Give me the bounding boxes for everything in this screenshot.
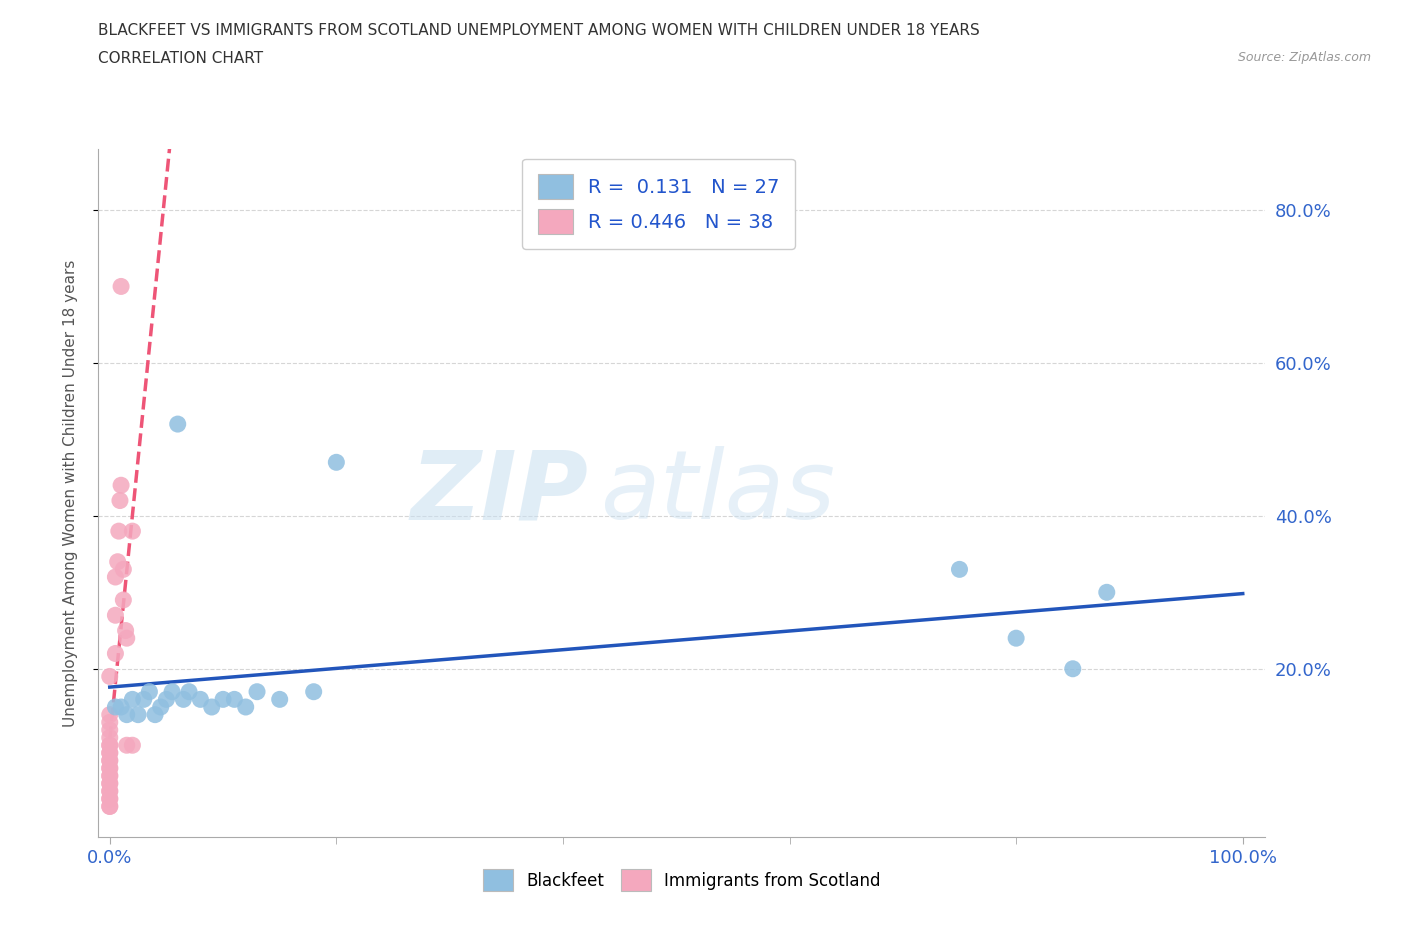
Point — [98, 799, 121, 814]
Point — [108, 524, 131, 538]
Point — [112, 592, 135, 607]
Point — [127, 707, 149, 722]
Point — [98, 768, 121, 783]
Text: BLACKFEET VS IMMIGRANTS FROM SCOTLAND UNEMPLOYMENT AMONG WOMEN WITH CHILDREN UND: BLACKFEET VS IMMIGRANTS FROM SCOTLAND UN… — [98, 23, 980, 38]
Point — [98, 753, 121, 768]
Point — [110, 699, 132, 714]
Text: atlas: atlas — [600, 446, 835, 539]
Point — [98, 753, 121, 768]
Point — [160, 684, 183, 699]
Point — [98, 776, 121, 790]
Point — [325, 455, 347, 470]
Point — [235, 699, 257, 714]
Point — [172, 692, 194, 707]
Y-axis label: Unemployment Among Women with Children Under 18 years: Unemployment Among Women with Children U… — [63, 259, 77, 726]
Point — [98, 791, 121, 806]
Point — [224, 692, 246, 707]
Point — [98, 707, 121, 722]
Point — [132, 692, 155, 707]
Point — [948, 562, 970, 577]
Point — [155, 692, 177, 707]
Point — [98, 730, 121, 745]
Point — [115, 631, 138, 645]
Point — [1095, 585, 1118, 600]
Point — [98, 761, 121, 776]
Point — [212, 692, 235, 707]
Text: CORRELATION CHART: CORRELATION CHART — [98, 51, 263, 66]
Point — [177, 684, 200, 699]
Point — [98, 784, 121, 799]
Point — [149, 699, 172, 714]
Point — [201, 699, 224, 714]
Point — [166, 417, 188, 432]
Point — [98, 776, 121, 790]
Point — [121, 524, 143, 538]
Point — [98, 715, 121, 730]
Point — [112, 562, 135, 577]
Text: Source: ZipAtlas.com: Source: ZipAtlas.com — [1237, 51, 1371, 64]
Point — [98, 737, 121, 752]
Point — [110, 279, 132, 294]
Point — [98, 746, 121, 761]
Point — [98, 723, 121, 737]
Point — [121, 737, 143, 752]
Point — [1062, 661, 1084, 676]
Point — [302, 684, 325, 699]
Point — [98, 746, 121, 761]
Point — [138, 684, 160, 699]
Point — [114, 623, 136, 638]
Point — [98, 784, 121, 799]
Point — [104, 699, 127, 714]
Point — [98, 737, 121, 752]
Point — [98, 799, 121, 814]
Point — [98, 791, 121, 806]
Point — [110, 478, 132, 493]
Point — [108, 493, 131, 508]
Point — [104, 646, 127, 661]
Point — [143, 707, 166, 722]
Point — [190, 692, 212, 707]
Point — [98, 669, 121, 684]
Point — [115, 737, 138, 752]
Legend: Blackfeet, Immigrants from Scotland: Blackfeet, Immigrants from Scotland — [477, 863, 887, 897]
Point — [1005, 631, 1028, 645]
Point — [98, 761, 121, 776]
Point — [269, 692, 291, 707]
Text: ZIP: ZIP — [411, 446, 589, 539]
Point — [121, 692, 143, 707]
Point — [104, 608, 127, 623]
Point — [115, 707, 138, 722]
Point — [104, 569, 127, 584]
Point — [107, 554, 129, 569]
Point — [98, 768, 121, 783]
Point — [246, 684, 269, 699]
